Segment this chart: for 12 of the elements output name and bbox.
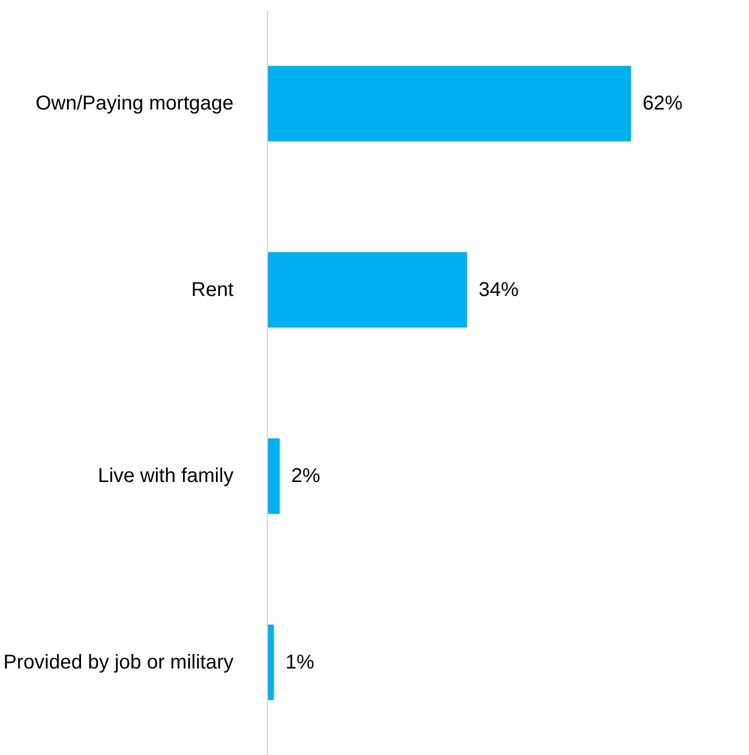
bar — [268, 624, 274, 700]
y-tick-label: Own/Paying mortgage — [36, 92, 234, 115]
y-tick-label: Live with family — [98, 465, 234, 488]
data-label: 1% — [285, 651, 314, 674]
data-label: 2% — [291, 465, 320, 488]
bar — [268, 252, 468, 328]
data-label: 34% — [478, 278, 519, 301]
y-tick-label: Provided by job or military — [3, 651, 234, 674]
bar — [268, 438, 280, 514]
data-label: 62% — [642, 92, 683, 115]
y-tick-label: Rent — [191, 278, 234, 301]
bar — [268, 66, 632, 142]
